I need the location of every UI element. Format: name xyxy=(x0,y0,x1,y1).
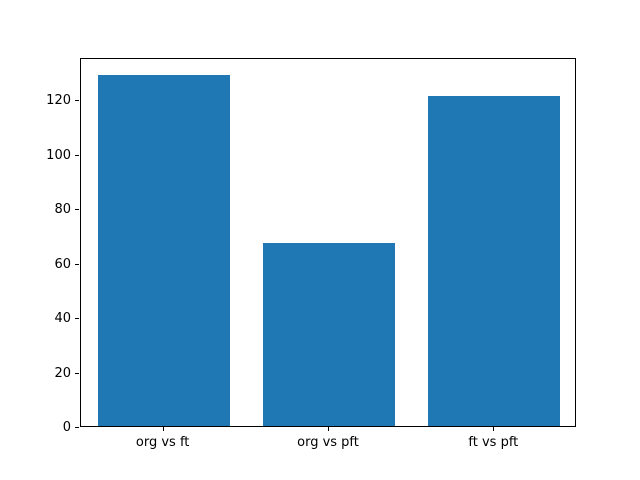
bars-layer xyxy=(81,59,575,426)
x-tick-label: org vs pft xyxy=(297,435,359,450)
x-tick-label: ft vs pft xyxy=(468,435,519,450)
y-tick-mark xyxy=(75,427,79,428)
y-tick-label: 40 xyxy=(54,311,71,327)
y-tick-mark xyxy=(75,263,79,265)
y-tick-mark xyxy=(75,372,79,374)
y-tick-label: 80 xyxy=(54,202,71,218)
bar-org-vs-ft xyxy=(97,74,230,426)
bar-ft-vs-pft xyxy=(428,96,561,426)
y-tick-mark xyxy=(75,209,79,211)
y-tick-label: 20 xyxy=(54,365,71,381)
y-tick-label: 60 xyxy=(54,256,71,272)
y-tick-mark xyxy=(75,318,79,320)
y-tick-mark xyxy=(75,100,79,102)
bar-org-vs-pft xyxy=(262,243,396,426)
x-tick-mark xyxy=(162,427,164,431)
y-tick-label: 120 xyxy=(46,93,71,109)
y-tick-label: 0 xyxy=(62,420,71,435)
plot-area xyxy=(80,58,576,427)
x-tick-label: org vs ft xyxy=(135,435,190,450)
x-tick-mark xyxy=(328,427,329,431)
y-tick-mark xyxy=(75,154,79,156)
x-tick-mark xyxy=(493,427,495,431)
y-tick-label: 100 xyxy=(46,147,71,163)
